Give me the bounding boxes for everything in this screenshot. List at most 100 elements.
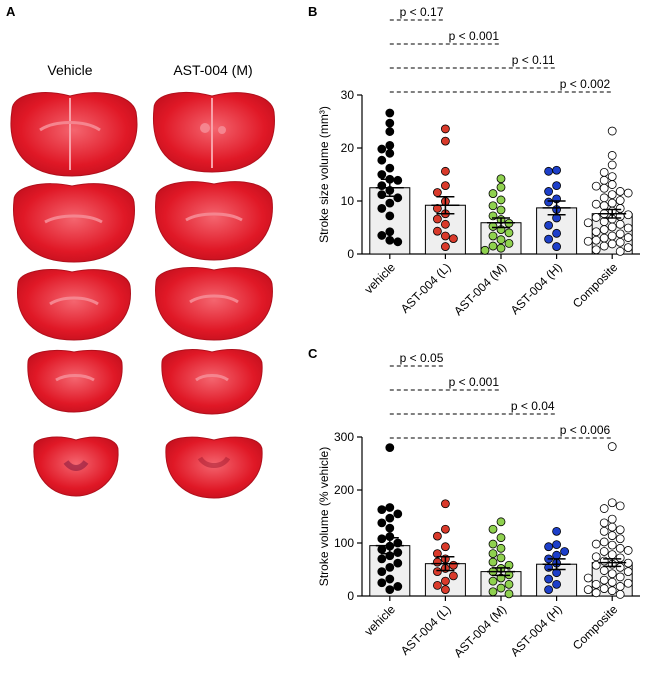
data-point [480,245,490,255]
data-point [440,542,450,552]
data-point [607,198,617,208]
data-point [488,557,498,567]
data-point [599,518,609,528]
data-point [599,201,609,211]
data-point [377,505,387,515]
y-axis-label: Stroke size volume (mm³) [317,106,331,243]
ast004-slice-4 [161,349,263,415]
data-point [607,160,617,170]
y-tick-label: 100 [334,536,354,550]
vehicle-slice-5 [33,436,119,497]
data-point [393,558,403,568]
ast004-column-label: AST-004 (M) [173,62,253,78]
data-point [544,234,554,244]
data-point [615,204,625,213]
data-point [623,223,633,233]
data-point [607,151,617,160]
data-point [607,550,617,560]
data-point [544,220,554,230]
x-tick-label: Composite [570,602,621,653]
data-point [607,577,617,587]
data-point [385,140,395,150]
data-point [599,217,609,227]
data-point [440,524,450,534]
data-point [496,583,506,593]
x-tick-label: vehicle [362,602,399,639]
data-point [607,531,617,540]
data-point [607,586,617,596]
comparison-label: p < 0.002 [560,77,611,91]
y-tick-label: 10 [341,194,355,208]
data-point [377,534,387,544]
data-point [607,231,617,241]
data-point [385,108,395,118]
comparison-label: p < 0.11 [512,53,555,67]
data-point [496,235,506,245]
data-point [615,590,625,599]
data-point [607,190,617,200]
data-point [599,175,609,185]
x-tick-label: AST-004 (M) [451,260,509,318]
data-point [591,579,601,589]
data-point [552,181,562,191]
y-axis-label: Stroke volume (% vehicle) [317,447,331,586]
data-point [496,517,506,527]
data-point [599,575,609,585]
data-point [504,228,514,238]
data-point [615,501,625,511]
data-point [599,547,609,556]
data-point [583,218,593,228]
data-point [615,187,625,196]
data-point [615,582,625,591]
data-point [488,222,498,231]
y-tick-label: 0 [347,589,354,603]
data-point [623,233,633,242]
data-point [599,241,609,251]
vehicle-slice-3 [17,269,131,341]
x-tick-label: Composite [570,260,621,311]
data-point [432,188,442,197]
data-point [607,498,617,508]
data-point [488,201,498,211]
panel-c-letter: C [308,346,318,361]
data-point [393,509,403,519]
data-point [615,572,625,582]
data-point [440,219,450,229]
data-point [377,231,387,240]
data-point [615,553,625,563]
data-point [599,526,609,536]
y-tick-label: 200 [334,483,354,497]
data-point [607,126,617,136]
data-point [607,222,617,232]
data-point [544,542,554,552]
data-point [385,235,395,245]
data-point [488,549,498,559]
data-point [496,543,506,553]
data-point [385,562,395,572]
panel-b-letter: B [308,4,318,19]
data-point [599,566,609,575]
data-point [440,576,450,586]
data-point [385,523,395,533]
data-point [488,231,498,241]
x-tick-label: AST-004 (H) [508,260,565,317]
data-point [432,567,442,577]
data-point [623,546,633,555]
data-point [607,540,617,550]
data-point [591,181,601,191]
data-point [377,544,387,554]
data-point [615,237,625,247]
ast004-slice-5 [165,436,263,499]
data-point [385,574,395,584]
data-point [385,503,395,512]
data-point [583,585,593,595]
data-point [432,557,442,567]
y-tick-label: 20 [341,141,355,155]
data-point [488,189,498,198]
data-point [440,585,450,595]
data-point [440,136,450,146]
vehicle-slice-4 [27,349,123,413]
data-point [377,554,387,564]
data-point [544,197,554,207]
